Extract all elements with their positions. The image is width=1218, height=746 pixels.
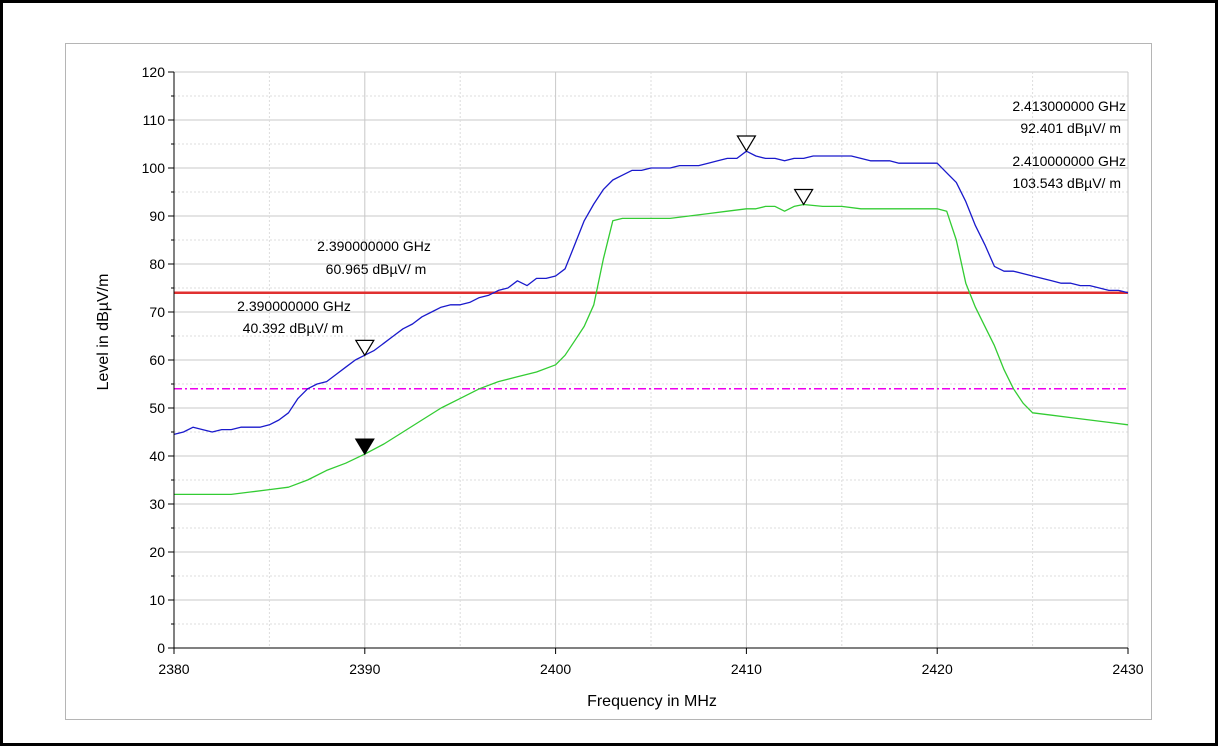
series-line-1 <box>173 150 1129 436</box>
x-tick-label: 2380 <box>158 661 189 677</box>
annotation-2-level: 40.392 dBµV/ m <box>243 320 344 336</box>
y-tick-label: 20 <box>149 544 165 560</box>
x-tick-label: 2420 <box>922 661 953 677</box>
marker-triangle-3 <box>736 135 757 153</box>
marker-triangle-4 <box>793 188 814 206</box>
y-tick-label: 60 <box>149 352 165 368</box>
x-tick-label: 2430 <box>1112 661 1143 677</box>
annotation-1-freq: 2.390000000 GHz <box>317 238 431 254</box>
markers <box>354 135 814 456</box>
y-tick-label: 10 <box>149 592 165 608</box>
annotation-2-freq: 2.390000000 GHz <box>237 298 351 314</box>
annotation-3-freq: 2.413000000 GHz <box>1012 98 1126 114</box>
chart-panel: 0 10 20 30 40 50 60 70 80 90 100 110 120 2380 2390 2400… <box>65 43 1152 720</box>
y-tick-label: 40 <box>149 448 165 464</box>
x-tick-label: 2390 <box>349 661 380 677</box>
y-tick-label: 120 <box>142 64 166 80</box>
y-tick-label: 110 <box>143 112 166 128</box>
y-tick-label: 80 <box>149 256 165 272</box>
grid <box>173 71 1129 649</box>
spectrum-chart: 0 10 20 30 40 50 60 70 80 90 100 110 120 2380 2390 2400… <box>95 64 1144 710</box>
annotation-1-level: 60.965 dBµV/ m <box>326 261 427 277</box>
marker-triangle-2 <box>354 438 375 456</box>
y-tick-label: 100 <box>142 160 166 176</box>
ylabel: Level in dBµV/m <box>95 274 112 391</box>
y-tick-label: 90 <box>149 208 165 224</box>
series-line-2 <box>174 203 1129 496</box>
marker-triangle-1 <box>354 339 375 357</box>
y-tick-label: 30 <box>149 496 165 512</box>
x-tick-label: 2400 <box>540 661 571 677</box>
y-tick-label: 50 <box>149 400 165 416</box>
series-layer <box>173 150 1129 496</box>
annotation-4-freq: 2.410000000 GHz <box>1012 153 1126 169</box>
y-tick-label: 70 <box>149 304 165 320</box>
y-tick-label: 0 <box>157 640 165 656</box>
x-tick-label: 2410 <box>731 661 762 677</box>
annotation-3-level: 92.401 dBµV/ m <box>1020 120 1121 136</box>
annotation-4-level: 103.543 dBµV/ m <box>1013 175 1121 191</box>
axes: 0 10 20 30 40 50 60 70 80 90 100 110 120 2380 2390 2400… <box>142 64 1144 677</box>
xlabel: Frequency in MHz <box>587 693 717 710</box>
